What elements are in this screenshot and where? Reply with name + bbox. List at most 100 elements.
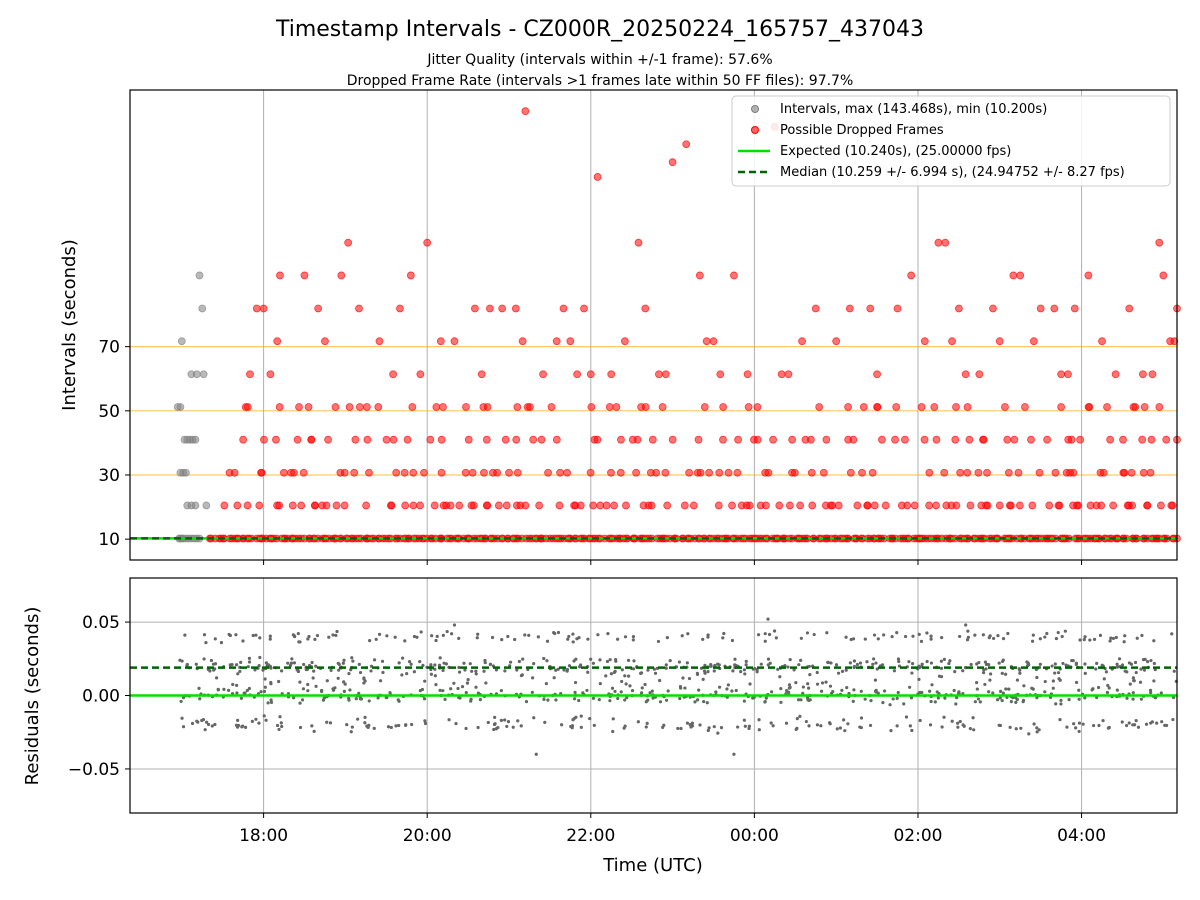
dropped-frame-point [1021, 403, 1029, 411]
residual-point [679, 726, 683, 731]
residual-point [1134, 719, 1138, 723]
residual-point [350, 725, 354, 729]
residual-point [1108, 639, 1112, 643]
dropped-frame-point [920, 337, 929, 346]
dropped-frame-point [486, 304, 494, 313]
dropped-frame-point [728, 501, 736, 510]
residual-point [482, 669, 486, 673]
residual-point [412, 670, 416, 674]
residual-point [639, 671, 643, 675]
residual-point [515, 668, 519, 672]
residual-point [895, 630, 899, 635]
residual-point [776, 667, 780, 671]
dropped-frame-point [647, 501, 656, 510]
residual-point [668, 658, 672, 663]
residual-point [685, 661, 689, 665]
dropped-frame-point [1155, 238, 1164, 247]
dropped-frame-point [437, 435, 446, 444]
residual-point [731, 669, 735, 673]
residual-point [646, 668, 650, 672]
dropped-frame-point [539, 370, 547, 379]
x-tick-label: 04:00 [1057, 826, 1106, 846]
residual-point [658, 678, 662, 683]
dropped-frame-point [273, 337, 282, 346]
dropped-frame-point [622, 501, 630, 510]
residual-point [807, 724, 811, 728]
legend-marker-intervals [751, 105, 759, 113]
dropped-frame-point [1098, 337, 1106, 346]
residual-point [908, 724, 912, 728]
residual-point [1035, 696, 1039, 700]
dropped-frame-point [1139, 370, 1147, 379]
intervals-y-tick-label: 10 [98, 530, 120, 550]
dropped-frame-point [307, 435, 316, 444]
dropped-frame-point [1001, 403, 1009, 411]
residual-point [788, 658, 792, 662]
dropped-frame-point [602, 501, 611, 510]
residual-point [895, 696, 899, 700]
residual-point [824, 680, 828, 684]
legend-label-median: Median (10.259 +/- 6.994 s), (24.94752 +… [780, 165, 1125, 180]
x-tick-label: 22:00 [566, 826, 615, 846]
dropped-frame-point [844, 435, 853, 444]
residual-point [206, 722, 211, 727]
residual-point [962, 724, 966, 728]
residual-point [350, 656, 354, 660]
intervals-x-ticks [263, 560, 1083, 565]
residual-point [786, 690, 791, 694]
residual-point [434, 638, 438, 643]
residual-point [262, 714, 266, 718]
residual-point [511, 725, 515, 729]
residual-point [250, 719, 254, 723]
residual-point [268, 634, 272, 638]
x-tick-label: 00:00 [730, 826, 779, 846]
dropped-frame-point [873, 403, 882, 411]
residual-point [397, 661, 401, 665]
dropped-frame-point [482, 435, 491, 444]
residual-point [929, 637, 933, 641]
residual-point [254, 633, 258, 637]
residual-point [377, 632, 382, 636]
residual-point [1131, 697, 1135, 701]
dropped-frame-point [661, 468, 670, 477]
residual-point [611, 717, 615, 721]
dropped-frame-point [498, 304, 507, 313]
residual-point [202, 633, 207, 637]
dropped-frame-point [233, 501, 242, 510]
residual-point [579, 725, 583, 729]
dropped-frame-point [409, 501, 418, 510]
intervals-panel: 10 30 50 70 Intervals (seconds) Intervals, … [59, 89, 1181, 565]
residual-point [234, 663, 239, 667]
residual-point [819, 689, 824, 693]
residual-point [433, 674, 437, 678]
dropped-frame-point [513, 468, 522, 477]
dropped-frame-point [1097, 501, 1106, 510]
dropped-frame-point [658, 403, 667, 411]
residual-point [516, 719, 520, 723]
residual-point [1139, 697, 1143, 701]
dropped-frame-point [230, 468, 239, 477]
residual-point [616, 696, 620, 701]
residual-point [709, 663, 713, 667]
residual-point [952, 688, 956, 693]
dropped-frame-point [259, 304, 268, 313]
dropped-frame-point [901, 435, 909, 444]
residual-point [1060, 634, 1064, 639]
residual-point [596, 633, 600, 637]
dropped-frame-point [616, 468, 625, 477]
dropped-frame-point [1009, 271, 1018, 280]
residual-point [508, 660, 513, 664]
residual-point [403, 639, 407, 643]
residual-point [574, 715, 578, 719]
residual-point [312, 669, 316, 673]
interval-point [195, 271, 204, 280]
dropped-frame-point [1099, 468, 1108, 477]
residual-point [178, 658, 182, 662]
dropped-frame-point [663, 501, 672, 510]
residual-point [1094, 667, 1098, 671]
residuals-y-axis-label: Residuals (seconds) [22, 607, 43, 786]
residual-point [235, 691, 239, 695]
dropped-frame-point [556, 468, 564, 477]
residual-point [443, 697, 447, 701]
dropped-frame-point [668, 158, 677, 167]
